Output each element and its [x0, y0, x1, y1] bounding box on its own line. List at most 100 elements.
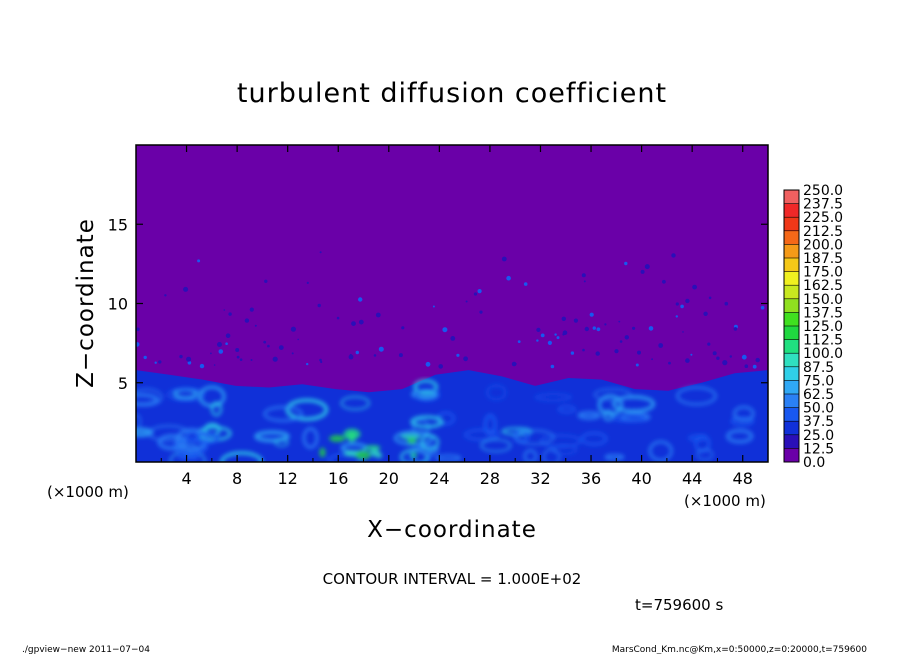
- hot-spot: [410, 452, 418, 459]
- speck: [456, 353, 460, 357]
- speck: [573, 318, 579, 323]
- speck: [225, 342, 228, 346]
- speck: [473, 292, 478, 296]
- speck: [682, 331, 684, 333]
- speck: [583, 280, 586, 283]
- speck: [250, 359, 253, 361]
- eddy: [302, 427, 319, 449]
- speck: [596, 327, 601, 332]
- speck: [562, 330, 568, 336]
- colorbar-label: 237.5: [803, 197, 843, 213]
- speck: [320, 360, 323, 364]
- colorbar-swatch: [784, 230, 799, 245]
- speck: [425, 361, 431, 367]
- colorbar-swatch: [784, 421, 799, 435]
- speck: [550, 364, 555, 369]
- x-axis-label: X−coordinate: [367, 517, 537, 543]
- speck: [235, 348, 240, 352]
- colorbar-swatch: [784, 258, 799, 272]
- speck: [712, 351, 717, 356]
- speck: [690, 353, 693, 356]
- speck: [319, 358, 322, 362]
- speck: [186, 356, 192, 362]
- eddy: [194, 431, 220, 445]
- colorbar-swatch: [784, 326, 799, 340]
- eddy: [648, 440, 673, 462]
- speck: [358, 319, 364, 325]
- eddy: [414, 388, 440, 402]
- eddy: [730, 416, 755, 427]
- y-tick-label: 15: [108, 215, 128, 234]
- colorbar-label: 50.0: [803, 401, 834, 417]
- speck: [438, 364, 444, 369]
- colorbar-swatch: [784, 285, 799, 299]
- colorbar-label: 37.5: [803, 414, 834, 430]
- x-tick-label: 12: [278, 469, 298, 488]
- speck: [741, 354, 747, 360]
- eddy: [580, 431, 608, 446]
- speck: [358, 297, 363, 302]
- x-tick-label: 40: [631, 469, 651, 488]
- speck: [658, 343, 664, 348]
- x-tick-label: 44: [682, 469, 702, 488]
- eddy: [676, 386, 717, 406]
- x-tick-label: 48: [733, 469, 753, 488]
- eddy: [136, 427, 154, 437]
- speck: [589, 312, 594, 317]
- speck: [755, 357, 760, 363]
- speck: [442, 327, 448, 333]
- speck: [716, 356, 720, 360]
- x-tick-label: 32: [530, 469, 550, 488]
- speck: [272, 356, 278, 362]
- speck: [733, 327, 738, 331]
- hot-spot: [319, 447, 326, 458]
- hot-spot: [355, 450, 371, 460]
- eddy: [486, 384, 507, 401]
- colorbar-label: 87.5: [803, 360, 834, 376]
- speck: [618, 320, 621, 323]
- x-tick-label: 8: [232, 469, 242, 488]
- speck: [317, 303, 321, 308]
- hot-spot: [400, 433, 421, 440]
- contour-interval-label: CONTOUR INTERVAL = 1.000E+02: [323, 570, 582, 588]
- x-tick-label: 20: [379, 469, 399, 488]
- colorbar-label: 250.0: [803, 183, 843, 199]
- speck: [662, 279, 666, 284]
- speck: [319, 251, 322, 254]
- speck: [581, 273, 586, 278]
- eddy: [593, 388, 632, 401]
- colorbar-label: 162.5: [803, 278, 843, 294]
- x-tick-label: 28: [480, 469, 500, 488]
- y-tick-label: 10: [108, 295, 128, 314]
- speck: [760, 305, 765, 310]
- speck: [213, 364, 216, 366]
- turbulence-field: [136, 251, 768, 462]
- x-tick-label: 16: [328, 469, 348, 488]
- speck: [306, 281, 309, 284]
- eddy: [725, 428, 754, 444]
- eddy: [157, 433, 187, 451]
- speck: [278, 345, 284, 350]
- colorbar-label: 125.0: [803, 319, 843, 335]
- colorbar-swatch: [784, 339, 799, 354]
- speck: [517, 340, 521, 343]
- speck: [375, 312, 381, 318]
- speck: [619, 340, 623, 343]
- speck: [624, 261, 628, 266]
- speck: [729, 355, 732, 358]
- speck: [584, 326, 589, 332]
- x-tick-label: 36: [581, 469, 601, 488]
- eddy: [688, 434, 707, 442]
- speck: [624, 335, 629, 340]
- eddy: [175, 428, 209, 452]
- speck: [722, 360, 728, 366]
- colorbar-label: 100.0: [803, 346, 843, 362]
- time-label: t=759600 s: [635, 596, 723, 614]
- speck: [187, 361, 192, 365]
- speck: [136, 327, 140, 332]
- colorbar-swatch: [784, 394, 799, 408]
- speck: [685, 358, 690, 363]
- speck: [540, 333, 545, 338]
- eddy: [696, 448, 714, 461]
